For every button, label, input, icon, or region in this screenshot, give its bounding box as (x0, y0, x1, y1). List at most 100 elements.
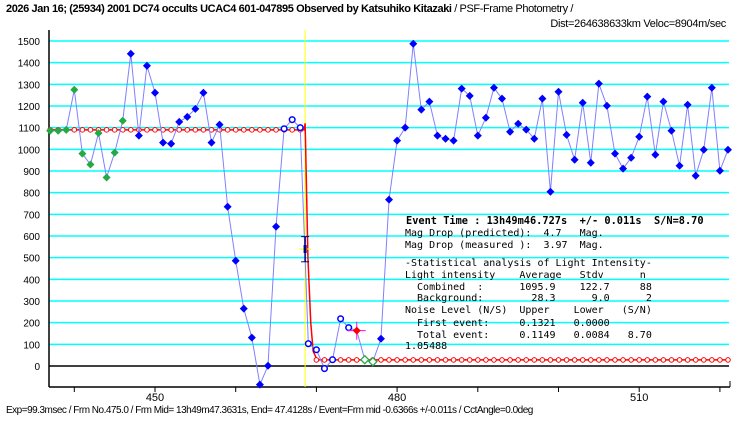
data-point (627, 153, 636, 162)
event-data-point (280, 125, 288, 133)
data-point (191, 104, 200, 113)
axes: 0 100 200 300 400 500 600 700 800 900 1000 1100 1200… (18, 30, 731, 404)
model-point (692, 357, 699, 363)
ratio-value: 1.05488 (405, 341, 448, 352)
data-point (602, 101, 611, 110)
model-point (483, 357, 489, 363)
model-point (176, 127, 183, 133)
model-point (571, 357, 578, 363)
data-point (594, 79, 603, 88)
model-point (168, 127, 174, 133)
model-point (289, 127, 295, 133)
model-point (450, 357, 457, 363)
data-point (651, 150, 660, 159)
stat-background: Background: 28.3 9.0 2 (405, 293, 652, 304)
model-point (628, 357, 634, 363)
data-point (110, 148, 119, 157)
data-point (417, 105, 426, 114)
y-tick-label: 700 (23, 210, 40, 221)
data-point (643, 92, 652, 101)
data-point (86, 160, 95, 169)
data-point (659, 97, 668, 106)
model-point (563, 357, 570, 363)
data-point (433, 131, 442, 140)
data-point (481, 113, 490, 122)
data-point (78, 149, 87, 158)
y-tick-label: 1000 (18, 145, 41, 156)
model-point (620, 357, 626, 363)
event-point (303, 244, 307, 253)
noise-header: Noise Level (N/S) Upper Lower (S/N) (405, 305, 652, 316)
chart-subtitle: Dist=264638633km Veloc=8904m/sec (550, 18, 726, 30)
model-point (378, 357, 384, 363)
data-point (570, 155, 579, 164)
data-point (489, 83, 498, 92)
model-point (79, 127, 86, 133)
model-point (499, 357, 505, 363)
data-point (54, 126, 63, 135)
model-point (636, 357, 643, 363)
model-line (50, 123, 731, 361)
current-frame-point (352, 326, 361, 335)
data-point (691, 171, 700, 180)
data-point (70, 85, 79, 94)
model-point (345, 357, 352, 363)
model-point (192, 127, 199, 133)
x-tick-label: 480 (388, 392, 406, 404)
data-point (538, 94, 547, 103)
stat-combined: Combined : 1095.9 122.7 88 (405, 282, 652, 293)
y-tick-label: 1300 (18, 80, 41, 91)
model-point (200, 127, 207, 133)
model-point (273, 127, 279, 133)
data-point (578, 98, 587, 107)
data-point (255, 380, 264, 389)
model-point (684, 357, 691, 363)
data-point (215, 120, 224, 129)
stat-title: -Statistical analysis of Light Intensity… (405, 258, 652, 269)
data-point (409, 39, 418, 48)
data-point (223, 202, 232, 211)
model-point (596, 357, 602, 363)
model-point (555, 357, 562, 363)
light-curve-series (46, 39, 732, 389)
y-tick-label: 200 (23, 319, 40, 330)
data-point (699, 145, 708, 154)
data-point (102, 173, 111, 182)
model-point (717, 357, 723, 363)
data-point (514, 119, 523, 128)
event-data-point (288, 116, 296, 124)
data-point (376, 334, 385, 343)
model-point (249, 127, 255, 133)
data-point (207, 138, 216, 147)
model-point (442, 357, 449, 363)
model-point (579, 357, 586, 363)
data-point (675, 161, 684, 170)
y-tick-label: 1200 (18, 102, 41, 113)
model-point (660, 357, 667, 363)
y-tick-label: 100 (23, 340, 40, 351)
data-point (199, 88, 208, 97)
data-point (473, 131, 482, 140)
model-point (426, 357, 433, 363)
data-point (151, 88, 159, 97)
x-tick-label: 510 (630, 392, 648, 404)
model-point (523, 357, 530, 363)
data-point (393, 136, 402, 145)
event-data-point (320, 365, 329, 373)
chart-title: 2026 Jan 16; (25934) 2001 DC74 occults U… (6, 3, 573, 15)
event-data-point (304, 340, 312, 348)
data-point (425, 97, 434, 106)
model-point (475, 357, 481, 363)
event-data-point (328, 356, 337, 364)
model-point (402, 357, 408, 363)
model-point (676, 357, 683, 363)
model-point (434, 357, 441, 363)
event-data-point (312, 346, 320, 354)
data-point (546, 187, 555, 196)
mag-drop-predicted: Mag Drop (predicted): 4.7 Mag. (405, 228, 604, 239)
mag-drop-measured: Mag Drop (measured ): 3.97 Mag. (405, 240, 604, 251)
model-point (265, 127, 271, 133)
model-point (668, 357, 675, 363)
y-tick-label: 400 (23, 275, 40, 286)
data-point (562, 130, 571, 139)
